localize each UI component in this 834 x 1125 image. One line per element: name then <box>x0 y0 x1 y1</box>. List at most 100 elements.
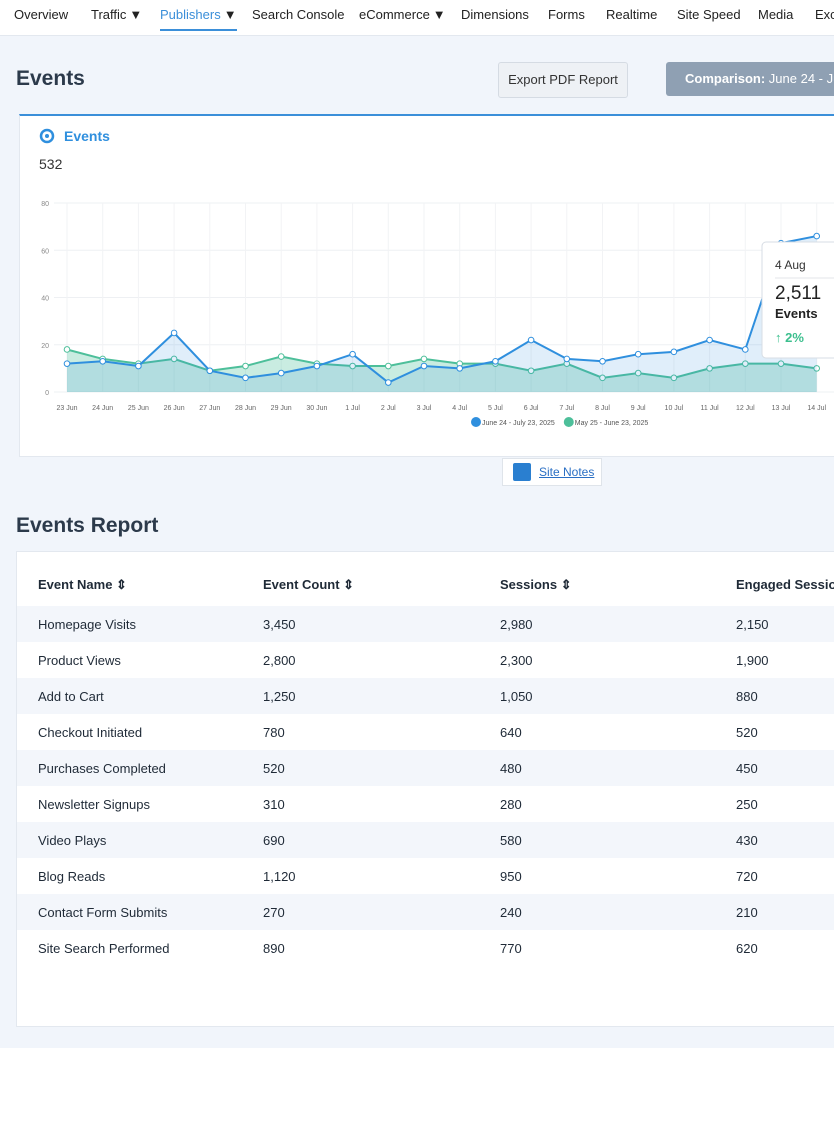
point <box>527 367 535 375</box>
x-tick-label: 12 Jul <box>736 405 755 412</box>
table-cell: 780 <box>263 725 285 740</box>
tooltip-date: 4 Aug <box>775 258 806 272</box>
point <box>349 362 356 370</box>
nav-text: Traffic <box>91 7 127 22</box>
point <box>385 362 392 370</box>
table-cell: 1,120 <box>263 869 296 884</box>
table-cell: 890 <box>263 941 285 956</box>
point <box>634 369 642 377</box>
y-tick-label: 0 <box>45 390 49 397</box>
chart-total: 532 <box>39 156 63 172</box>
y-tick-label: 20 <box>41 343 49 350</box>
point <box>813 365 821 372</box>
export-button[interactable]: Export PDF Report <box>498 62 628 98</box>
column-header[interactable]: Event Name ⇕ <box>38 577 127 592</box>
table-cell: 310 <box>263 797 285 812</box>
table-cell: 640 <box>500 725 522 740</box>
x-tick-label: 30 Jun <box>306 405 327 412</box>
table-cell: Add to Cart <box>38 689 104 704</box>
table-row: Add to Cart 1,250 1,050 880 <box>17 678 834 714</box>
table-row: Purchases Completed 520 480 450 <box>17 750 834 786</box>
notes-icon <box>513 463 531 481</box>
table-cell: 280 <box>500 797 522 812</box>
point <box>456 365 464 372</box>
table-cell: 240 <box>500 905 522 920</box>
table-cell: 720 <box>736 869 758 884</box>
column-header[interactable]: Event Count ⇕ <box>263 577 355 592</box>
x-tick-label: 23 Jun <box>56 405 77 412</box>
table-header: Event Name ⇕ Event Count ⇕ Sessions ⇕ Engag… <box>17 566 834 602</box>
events-icon <box>39 128 55 144</box>
point <box>242 362 249 370</box>
point <box>135 362 142 370</box>
table-cell: Blog Reads <box>38 869 106 884</box>
x-tick-label: 28 Jun <box>235 405 256 412</box>
table-cell: 2,150 <box>736 617 769 632</box>
y-tick-label: 80 <box>41 201 49 208</box>
table-row: Newsletter Signups 310 280 250 <box>17 786 834 822</box>
x-tick-label: 8 Jul <box>595 405 610 412</box>
nav-item[interactable]: Search Console <box>252 7 345 22</box>
table-cell: 480 <box>500 761 522 776</box>
table-row: Product Views 2,800 2,300 1,900 <box>17 642 834 678</box>
table-row: Site Search Performed 890 770 620 <box>17 930 834 966</box>
nav-item[interactable]: Forms <box>548 7 585 22</box>
y-tick-label: 60 <box>41 248 49 255</box>
x-tick-label: 10 Jul <box>665 405 684 412</box>
site-notes-button[interactable]: Site Notes <box>502 458 602 486</box>
point <box>170 355 178 363</box>
tooltip-box <box>761 241 834 359</box>
nav-bar: Overview Traffic ▼ Publishers ▼ Search Con… <box>0 0 834 36</box>
table-cell: 620 <box>736 941 758 956</box>
point <box>313 362 321 370</box>
point <box>742 346 749 353</box>
tooltip: 4 Aug 2,511 Events ↑ 2% <box>761 241 834 359</box>
column-header[interactable]: Sessions ⇕ <box>500 577 572 592</box>
x-tick-label: 26 Jun <box>164 405 185 412</box>
nav-item[interactable]: Publishers ▼ <box>160 7 237 31</box>
line <box>66 348 817 379</box>
x-tick-label: 29 Jun <box>271 405 292 412</box>
nav-item[interactable]: Exc <box>815 7 834 22</box>
nav-item[interactable]: eCommerce ▼ <box>359 7 446 22</box>
x-tick-label: 25 Jun <box>128 405 149 412</box>
point <box>634 350 642 358</box>
table-cell: 210 <box>736 905 758 920</box>
table-row: Video Plays 690 580 430 <box>17 822 834 858</box>
comparison-label: Comparison: <box>685 71 766 86</box>
nav-item[interactable]: Overview <box>14 7 69 22</box>
table-cell: Newsletter Signups <box>38 797 150 812</box>
point <box>420 362 428 370</box>
point <box>385 379 392 386</box>
table-cell: Contact Form Submits <box>38 905 168 920</box>
nav-item[interactable]: Traffic ▼ <box>91 7 143 22</box>
table-cell: Site Search Performed <box>38 941 170 956</box>
point <box>706 365 713 372</box>
nav-item[interactable]: Realtime <box>606 7 658 22</box>
chart: Events 532 0 20 40 60 80 23 Jun 24 Jun 25 Jun 26… <box>39 128 834 427</box>
table-cell: 2,300 <box>500 653 533 668</box>
table-cell: 1,250 <box>263 689 296 704</box>
line <box>66 235 817 384</box>
table-cell: 770 <box>500 941 522 956</box>
point <box>777 360 785 367</box>
page-title: Events <box>16 67 85 90</box>
column-header[interactable]: Engaged Sessions <box>736 577 834 592</box>
nav-item[interactable]: Media <box>758 7 794 22</box>
table-cell: 880 <box>736 689 758 704</box>
table-cell: 450 <box>736 761 758 776</box>
table-cell: 1,900 <box>736 653 769 668</box>
table-row: Checkout Initiated 780 640 520 <box>17 714 834 750</box>
nav-item[interactable]: Dimensions <box>461 7 529 22</box>
point <box>277 353 285 360</box>
table-cell: Checkout Initiated <box>38 725 143 740</box>
events-icon-dot <box>45 134 49 138</box>
x-tick-label: 3 Jul <box>417 405 432 412</box>
table-cell: 950 <box>500 869 522 884</box>
nav-item[interactable]: Site Speed <box>677 7 741 22</box>
nav-text: Publishers <box>160 7 221 22</box>
comparison-button[interactable]: Comparison: June 24 - July 23, 2025 <box>666 62 834 96</box>
comparison-range: June 24 - July 23, 2025 <box>768 71 834 86</box>
y-tick-label: 40 <box>41 296 49 303</box>
